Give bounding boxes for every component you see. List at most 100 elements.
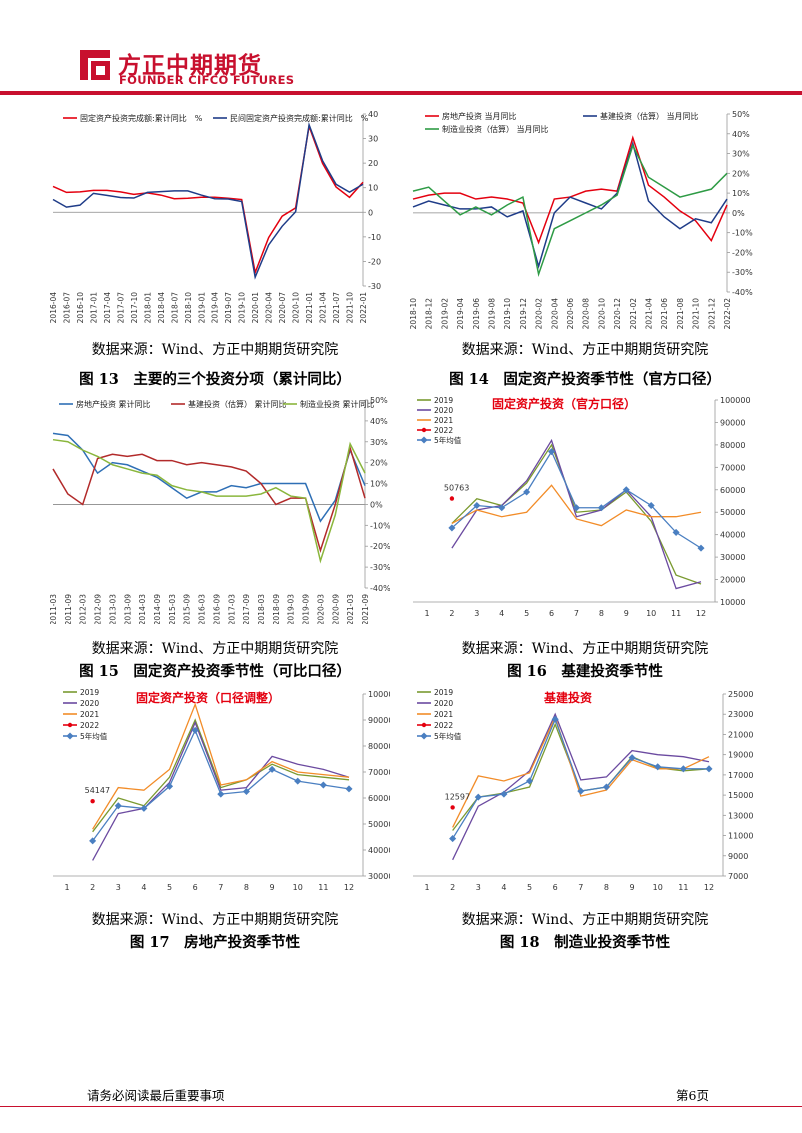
page-number: 第6页 <box>676 1088 709 1103</box>
y-tick-label: 70000 <box>368 768 390 777</box>
x-tick-label: 2 <box>450 883 455 892</box>
x-tick-label: 2019-06 <box>472 298 481 330</box>
legend-label: 2022 <box>80 721 99 730</box>
x-tick-label: 9 <box>624 609 629 618</box>
legend-label: 固定资产投资完成额:累计同比 % <box>80 113 203 123</box>
x-tick-label: 2018-09 <box>272 594 281 624</box>
y-tick-label: 80000 <box>720 441 745 450</box>
x-tick-label: 4 <box>499 609 504 618</box>
chart-title: 固定资产投资（官方口径） <box>492 396 636 411</box>
x-tick-label: 2021-10 <box>346 292 355 324</box>
figure-source: 数据来源：Wind、方正中期期货研究院 <box>461 342 709 358</box>
series-line-2021 <box>452 715 710 828</box>
y-tick-label: 40% <box>732 130 750 139</box>
x-tick-label: 2021-02 <box>629 298 638 330</box>
x-tick-label: 2017-07 <box>116 292 125 324</box>
x-tick-label: 2016-07 <box>62 292 71 324</box>
y-tick-label: -40% <box>370 584 390 593</box>
footer-notice: 请务必阅读最后重要事项 <box>87 1088 225 1103</box>
founder-logo-icon <box>80 50 110 80</box>
y-tick-label: 0 <box>368 208 373 217</box>
chart-title: 固定资产投资（口径调整） <box>136 690 280 705</box>
x-tick-label: 5 <box>524 609 529 618</box>
legend-marker <box>66 732 74 740</box>
series-line-房地产投资 当月同比 <box>412 135 728 245</box>
x-tick-label: 2019-02 <box>440 298 449 330</box>
x-tick-label: 2019-12 <box>519 298 528 330</box>
series-line-民间固定资产投资完成额:累计同比 % <box>52 121 364 280</box>
y-tick-label: -30 <box>368 282 381 291</box>
y-tick-label: -20% <box>732 248 753 257</box>
header-divider <box>0 91 802 95</box>
x-tick-label: 8 <box>599 609 604 618</box>
y-tick-label: 20000 <box>720 576 745 585</box>
y-tick-label: 13000 <box>728 811 753 820</box>
series-line-制造业投资 累计同比 <box>52 438 366 564</box>
y-tick-label: 9000 <box>728 852 748 861</box>
x-tick-label: 2020-09 <box>331 594 340 624</box>
y-tick-label: -30% <box>732 268 753 277</box>
legend-marker <box>67 722 73 728</box>
y-tick-label: -10% <box>732 229 753 238</box>
x-tick-label: 3 <box>116 883 121 892</box>
y-tick-label: 7000 <box>728 872 748 881</box>
series-line-房地产投资 累计同比 <box>52 432 366 523</box>
y-tick-label: 100000 <box>720 396 751 405</box>
brand-name-en: FOUNDER CIFCO FUTURES <box>119 73 295 87</box>
y-tick-label: 100000 <box>368 690 390 699</box>
y-tick-label: 19000 <box>728 751 753 760</box>
legend-label: 制造业投资 累计同比 <box>300 399 375 409</box>
chart-panel-18: 7000 9000 11000 13000 15000 17000 19000 21000 23… <box>405 686 760 896</box>
x-tick-label: 2018-03 <box>257 594 266 624</box>
x-tick-label: 8 <box>244 883 249 892</box>
chart-15-three-components-cumulative: -40% -30% -20% -10% 0% 10% 20% 30% 40% 50% 2011-03… <box>49 396 390 624</box>
x-tick-label: 2017-03 <box>227 594 236 624</box>
series-line-2019 <box>92 718 350 833</box>
series-line-固定资产投资完成额:累计同比 % <box>52 123 364 276</box>
page-header: 方正中期期货 FOUNDER CIFCO FUTURES <box>0 0 802 96</box>
x-tick-label: 2016-10 <box>76 292 85 324</box>
x-tick-label: 9 <box>270 883 275 892</box>
figure-caption: 图 17 房地产投资季节性 <box>129 934 301 951</box>
x-tick-label: 1 <box>64 883 69 892</box>
x-tick-label: 11 <box>318 883 328 892</box>
x-tick-label: 2019-04 <box>211 292 220 324</box>
x-tick-label: 2020-04 <box>550 298 559 330</box>
figure-caption: 图 15 固定资产投资季节性（可比口径） <box>79 663 351 680</box>
x-tick-label: 2020-08 <box>582 298 591 330</box>
data-point <box>345 785 353 793</box>
y-tick-label: 60000 <box>368 794 390 803</box>
x-tick-label: 12 <box>344 883 354 892</box>
x-tick-label: 2019-10 <box>238 292 247 324</box>
x-tick-label: 2019-09 <box>302 594 311 624</box>
legend-label: 2022 <box>434 426 453 435</box>
x-tick-label: 2021-01 <box>305 292 314 324</box>
legend-label: 房地产投资 当月同比 <box>442 111 517 121</box>
y-tick-label: 17000 <box>728 771 753 780</box>
data-point <box>679 765 687 773</box>
x-tick-label: 2021-12 <box>707 298 716 330</box>
x-tick-label: 6 <box>193 883 198 892</box>
x-tick-label: 2017-01 <box>89 292 98 324</box>
y-tick-label: -10% <box>370 521 390 530</box>
series-line-2021 <box>92 702 350 830</box>
y-tick-label: 10 <box>368 184 378 193</box>
x-tick-label: 2014-09 <box>153 594 162 624</box>
x-tick-label: 2018-10 <box>409 298 418 330</box>
figure-caption: 图 18 制造业投资季节性 <box>499 934 671 951</box>
y-tick-label: -20 <box>368 257 381 266</box>
y-tick-label: 30 <box>368 135 378 144</box>
x-tick-label: 2011-03 <box>49 594 58 624</box>
y-tick-label: 15000 <box>728 791 753 800</box>
y-tick-label: 90000 <box>720 418 745 427</box>
figure-caption: 图 16 基建投资季节性 <box>507 663 663 680</box>
figure-source: 数据来源：Wind、方正中期期货研究院 <box>91 342 339 358</box>
legend-label: 2019 <box>80 688 99 697</box>
x-tick-label: 12 <box>696 609 706 618</box>
x-tick-label: 2021-04 <box>645 298 654 330</box>
y-tick-label: 20% <box>370 459 388 468</box>
y-tick-label: 10% <box>370 480 388 489</box>
legend-label: 基建投资（估算） 当月同比 <box>600 111 699 121</box>
x-tick-label: 2022-02 <box>723 298 732 330</box>
y-tick-label: 90000 <box>368 716 390 725</box>
